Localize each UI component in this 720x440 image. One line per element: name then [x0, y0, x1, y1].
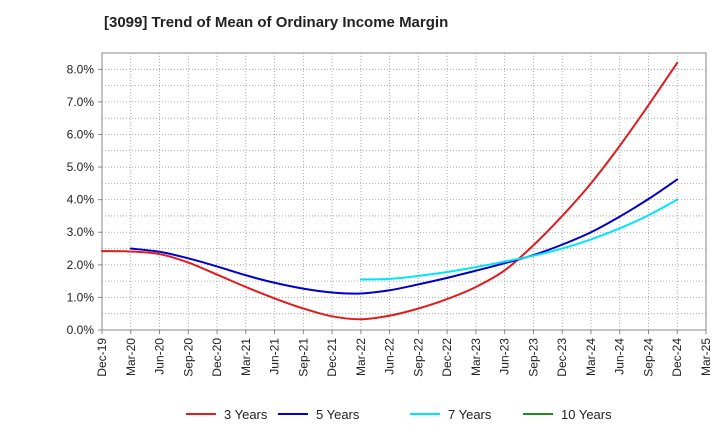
y-tick-label: 0.0%: [67, 323, 95, 337]
series-line-7-years: [359, 198, 679, 281]
chart-title: [3099] Trend of Mean of Ordinary Income …: [104, 14, 449, 31]
y-tick-label: 8.0%: [67, 62, 95, 76]
x-tick-label: Jun-20: [153, 338, 167, 375]
y-tick-label: 7.0%: [67, 95, 95, 109]
series-line-5-years: [129, 178, 679, 295]
y-tick-label: 1.0%: [67, 290, 95, 304]
y-axis-ticks: 0.0% 1.0% 2.0% 3.0% 4.0% 5.0% 6.0% 7.0% 8.0%: [67, 62, 102, 337]
legend-label-10-years: 10 Years: [561, 407, 612, 422]
x-tick-label: Dec-20: [210, 338, 224, 377]
y-tick-label: 6.0%: [67, 127, 95, 141]
x-tick-label: Sep-20: [181, 338, 195, 377]
x-tick-label: Dec-23: [555, 338, 569, 377]
x-tick-label: Mar-23: [469, 338, 483, 376]
y-tick-label: 4.0%: [67, 193, 95, 207]
x-tick-label: Sep-23: [526, 338, 540, 377]
series-line-3-years: [101, 61, 679, 321]
x-tick-label: Sep-22: [411, 338, 425, 377]
grid-layer: [102, 53, 706, 330]
legend-label-7-years: 7 Years: [448, 407, 492, 422]
series-layer: [101, 61, 679, 321]
y-tick-label: 5.0%: [67, 160, 95, 174]
plot-area: [102, 53, 706, 330]
x-tick-label: Mar-22: [354, 338, 368, 376]
legend: 3 Years 5 Years 7 Years 10 Years: [186, 407, 612, 422]
x-tick-label: Mar-25: [699, 338, 713, 376]
legend-label-3-years: 3 Years: [224, 407, 268, 422]
x-tick-label: Dec-19: [95, 338, 109, 377]
x-tick-label: Jun-23: [498, 338, 512, 375]
x-tick-label: Jun-21: [268, 338, 282, 375]
plot-border: [101, 52, 707, 331]
legend-label-5-years: 5 Years: [316, 407, 360, 422]
x-tick-label: Mar-24: [584, 338, 598, 376]
x-tick-label: Jun-22: [383, 338, 397, 375]
y-tick-label: 2.0%: [67, 258, 95, 272]
y-tick-label: 3.0%: [67, 225, 95, 239]
x-tick-label: Mar-20: [124, 338, 138, 376]
x-tick-label: Jun-24: [613, 338, 627, 375]
x-tick-label: Dec-21: [325, 338, 339, 377]
x-tick-label: Mar-21: [239, 338, 253, 376]
x-tick-label: Sep-21: [296, 338, 310, 377]
x-tick-label: Dec-22: [440, 338, 454, 377]
x-axis-ticks: Dec-19 Mar-20 Jun-20 Sep-20 Dec-20 Mar-21 Jun-…: [95, 330, 713, 377]
x-tick-label: Sep-24: [641, 338, 655, 377]
x-tick-label: Dec-24: [670, 338, 684, 377]
